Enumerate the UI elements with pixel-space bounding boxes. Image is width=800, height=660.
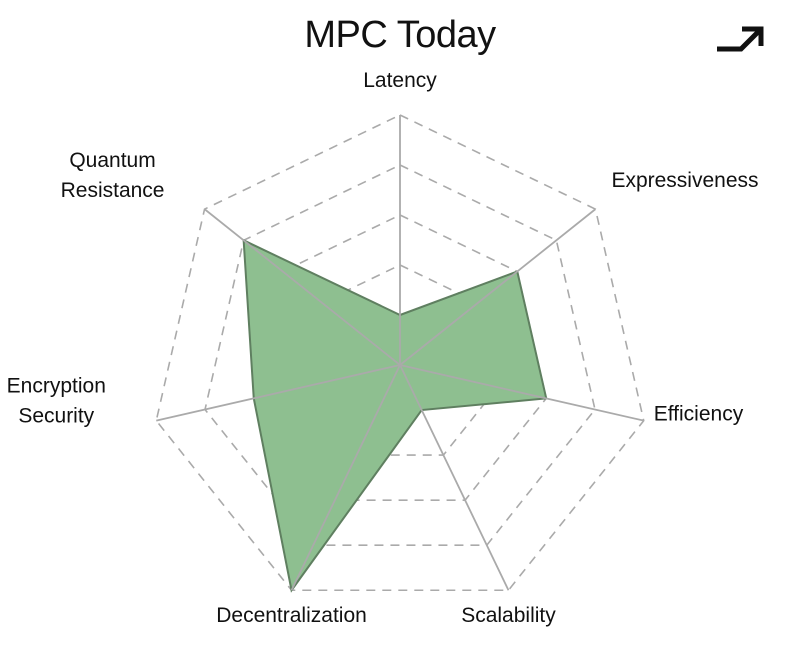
axis-label-quantum_resistance: Quantum Resistance [61, 149, 165, 202]
axis-label-efficiency: Efficiency [654, 403, 744, 426]
axis-label-expressiveness: Expressiveness [611, 169, 758, 192]
axis-spoke-expressiveness [399, 208, 597, 366]
axis-spoke-efficiency [399, 364, 644, 422]
axis-spoke-encryption_security [156, 364, 401, 422]
grid-ring [204, 164, 596, 546]
arrow-up-right-icon[interactable] [714, 24, 768, 54]
axis-spoke-scalability [399, 364, 510, 591]
axis-label-encryption_security: Encryption Security [7, 375, 106, 428]
axis-spoke-decentralization [290, 364, 401, 591]
grid-ring-outer [155, 114, 645, 592]
axis-spoke-quantum_resistance [203, 208, 401, 366]
axis-label-latency: Latency [363, 69, 437, 92]
axis-label-scalability: Scalability [461, 604, 556, 627]
data-area [242, 238, 548, 593]
chart-title: MPC Today [304, 14, 496, 56]
axis-label-decentralization: Decentralization [216, 604, 367, 627]
